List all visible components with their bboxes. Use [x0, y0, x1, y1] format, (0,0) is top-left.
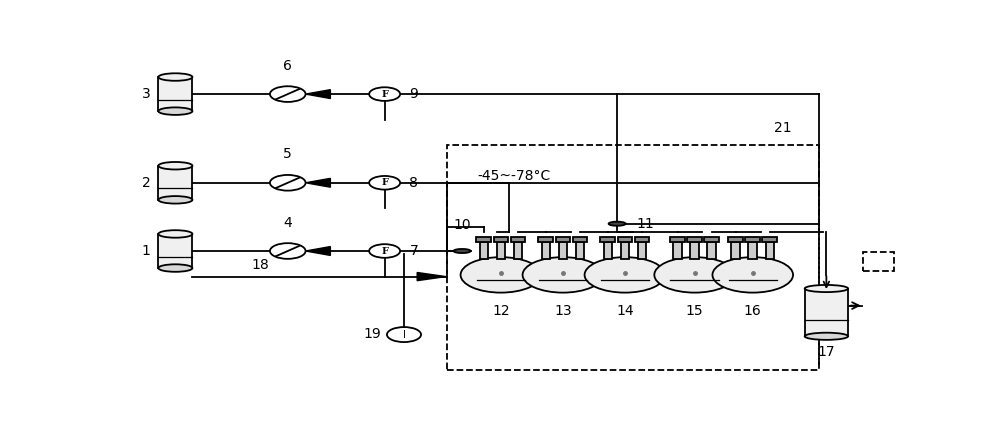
- Text: 15: 15: [686, 304, 703, 318]
- Ellipse shape: [609, 222, 626, 226]
- Polygon shape: [621, 242, 629, 259]
- Text: 14: 14: [616, 304, 634, 318]
- Polygon shape: [511, 237, 525, 242]
- Ellipse shape: [158, 196, 192, 204]
- Ellipse shape: [158, 162, 192, 170]
- Polygon shape: [728, 237, 743, 242]
- Polygon shape: [635, 237, 649, 242]
- Polygon shape: [687, 237, 702, 242]
- Polygon shape: [158, 77, 192, 111]
- Polygon shape: [745, 237, 760, 242]
- Circle shape: [654, 257, 735, 293]
- Polygon shape: [576, 242, 584, 259]
- Polygon shape: [670, 237, 685, 242]
- Ellipse shape: [454, 249, 471, 253]
- Polygon shape: [538, 237, 553, 242]
- Text: 10: 10: [453, 218, 471, 232]
- Text: F: F: [381, 246, 388, 256]
- Text: 13: 13: [554, 304, 572, 318]
- Polygon shape: [417, 272, 446, 281]
- Circle shape: [461, 257, 541, 293]
- Text: 4: 4: [283, 215, 292, 229]
- FancyBboxPatch shape: [863, 252, 894, 272]
- Polygon shape: [306, 247, 330, 256]
- Polygon shape: [514, 242, 522, 259]
- Circle shape: [523, 257, 603, 293]
- Text: 17: 17: [818, 345, 835, 359]
- Text: -45~-78°C: -45~-78°C: [478, 169, 551, 183]
- Circle shape: [387, 327, 421, 342]
- Polygon shape: [158, 166, 192, 200]
- Polygon shape: [748, 242, 757, 259]
- Text: 18: 18: [252, 259, 270, 272]
- Polygon shape: [805, 288, 848, 336]
- Polygon shape: [766, 242, 774, 259]
- Polygon shape: [600, 237, 615, 242]
- Text: 6: 6: [283, 58, 292, 73]
- Polygon shape: [690, 242, 699, 259]
- Text: 7: 7: [409, 244, 418, 258]
- Polygon shape: [762, 237, 777, 242]
- Text: 16: 16: [744, 304, 762, 318]
- Polygon shape: [158, 234, 192, 268]
- Ellipse shape: [805, 285, 848, 292]
- Ellipse shape: [805, 333, 848, 340]
- Polygon shape: [494, 237, 508, 242]
- Text: 2: 2: [142, 176, 150, 190]
- Text: F: F: [381, 89, 388, 99]
- Text: I: I: [403, 330, 405, 340]
- Text: 20: 20: [870, 255, 887, 268]
- Circle shape: [585, 257, 665, 293]
- Text: 12: 12: [492, 304, 510, 318]
- Text: F: F: [381, 178, 388, 187]
- Polygon shape: [559, 242, 567, 259]
- Text: 3: 3: [142, 87, 150, 101]
- Circle shape: [712, 257, 793, 293]
- Polygon shape: [556, 237, 570, 242]
- Polygon shape: [673, 242, 682, 259]
- Text: 21: 21: [774, 121, 792, 135]
- Text: 9: 9: [409, 87, 418, 101]
- Polygon shape: [707, 242, 716, 259]
- Polygon shape: [480, 242, 488, 259]
- Polygon shape: [306, 89, 330, 98]
- Circle shape: [369, 244, 400, 258]
- Text: 5: 5: [283, 147, 292, 161]
- Polygon shape: [306, 179, 330, 187]
- Polygon shape: [476, 237, 491, 242]
- Polygon shape: [704, 237, 719, 242]
- Text: 8: 8: [409, 176, 418, 190]
- Polygon shape: [618, 237, 632, 242]
- Circle shape: [369, 176, 400, 190]
- Ellipse shape: [158, 107, 192, 115]
- Ellipse shape: [158, 264, 192, 272]
- Polygon shape: [542, 242, 550, 259]
- Text: 11: 11: [637, 217, 654, 231]
- Ellipse shape: [158, 73, 192, 81]
- Text: 19: 19: [363, 327, 381, 341]
- Polygon shape: [604, 242, 612, 259]
- Text: 1: 1: [141, 244, 150, 258]
- Polygon shape: [497, 242, 505, 259]
- Polygon shape: [573, 237, 587, 242]
- Polygon shape: [638, 242, 646, 259]
- Ellipse shape: [158, 230, 192, 238]
- Circle shape: [270, 175, 306, 190]
- Circle shape: [270, 243, 306, 259]
- Polygon shape: [731, 242, 740, 259]
- Circle shape: [369, 87, 400, 101]
- Circle shape: [270, 86, 306, 102]
